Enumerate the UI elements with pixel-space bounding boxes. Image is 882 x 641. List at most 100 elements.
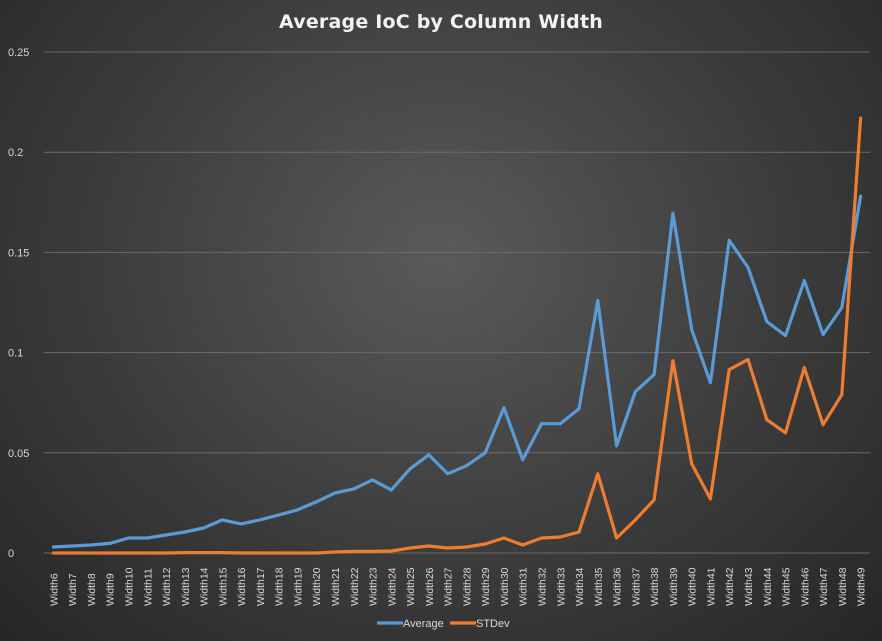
data-point-stdev [277,551,281,555]
data-point-average [145,536,149,540]
x-tick-label: Width14 [199,567,211,606]
x-tick-label: Width12 [161,567,173,606]
data-point-average [427,453,431,457]
data-point-average [690,328,694,331]
x-tick-label: Width30 [499,567,511,606]
data-point-stdev [183,551,187,554]
data-point-stdev [540,536,543,540]
data-point-average [652,373,656,377]
data-point-stdev [202,551,205,554]
x-tick-label: Width47 [818,567,830,606]
data-point-average [633,390,637,394]
data-point-stdev [258,551,262,555]
x-tick-label: Width20 [311,567,323,606]
x-tick-label: Width24 [386,567,398,606]
data-point-average [784,334,787,337]
y-tick-label: 0.25 [8,47,29,59]
y-tick-label: 0.05 [8,448,29,460]
data-point-average [389,488,393,492]
data-point-average [709,381,712,385]
data-point-average [164,533,168,537]
data-point-average [840,306,844,309]
x-tick-label: Width25 [405,567,417,606]
data-point-stdev [821,423,825,427]
data-point-average [127,536,130,540]
y-tick-label: 0.15 [8,247,29,259]
data-point-average [821,333,825,336]
data-point-average [371,478,374,482]
data-point-average [464,464,468,468]
data-point-stdev [127,551,130,555]
data-point-stdev [408,546,412,550]
data-point-stdev [239,551,243,555]
data-point-stdev [352,549,356,553]
x-tick-label: Width32 [536,567,548,606]
x-tick-label: Width42 [724,567,736,606]
data-point-average [258,518,262,522]
data-point-stdev [296,551,299,555]
data-point-stdev [314,551,318,555]
data-point-stdev [596,472,600,476]
data-point-average [333,491,337,495]
x-tick-label: Width26 [424,567,436,606]
data-point-average [483,451,487,455]
data-point-average [765,320,769,323]
x-tick-label: Width16 [236,567,248,606]
data-point-stdev [746,358,750,362]
data-point-average [859,194,863,198]
data-point-average [727,238,731,242]
data-point-stdev [727,368,731,372]
series-line-stdev [51,116,863,555]
data-point-stdev [89,551,93,555]
data-point-stdev [577,530,581,534]
x-tick-label: Width34 [574,567,586,606]
x-tick-label: Width13 [180,567,192,606]
y-tick-label: 0 [8,548,14,560]
x-tick-label: Width8 [86,573,98,606]
data-point-stdev [220,551,224,554]
x-tick-label: Width36 [612,567,624,606]
data-point-stdev [333,550,337,554]
data-point-stdev [446,546,450,550]
data-point-average [596,299,600,302]
x-tick-label: Width7 [67,573,79,606]
data-point-stdev [859,116,863,120]
data-point-average [408,467,412,471]
y-tick-label: 0.2 [8,147,23,159]
x-tick-label: Width44 [762,567,774,606]
data-point-average [70,544,74,548]
data-point-average [540,422,543,426]
data-point-stdev [840,393,844,397]
data-point-stdev [521,543,525,547]
data-point-average [296,508,299,512]
y-tick-label: 0.1 [8,348,23,360]
x-tick-label: Width45 [781,567,793,606]
x-tick-label: Width29 [480,567,492,606]
data-point-stdev [164,551,168,555]
data-point-stdev [671,359,675,363]
data-point-average [108,541,112,545]
data-point-stdev [784,431,787,435]
x-tick-label: Width38 [649,567,661,606]
x-tick-label: Width9 [105,573,117,606]
data-point-stdev [70,551,74,555]
data-point-stdev [108,551,112,555]
x-tick-label: Width27 [443,567,455,606]
x-tick-label: Width28 [461,567,473,606]
x-tick-label: Width21 [330,567,342,606]
data-point-average [89,543,93,547]
x-tick-label: Width10 [123,567,135,606]
series-line-average [51,194,863,549]
x-tick-label: Width39 [668,567,680,606]
data-point-stdev [765,418,769,422]
data-point-average [239,522,243,526]
data-point-stdev [389,549,393,553]
data-point-average [314,500,318,504]
data-point-stdev [502,536,506,540]
legend-label-stdev: STDev [476,618,510,630]
x-tick-label: Width48 [837,567,849,606]
data-point-average [558,422,562,426]
data-point-stdev [464,545,468,549]
data-point-average [352,487,356,491]
data-point-average [671,211,675,215]
